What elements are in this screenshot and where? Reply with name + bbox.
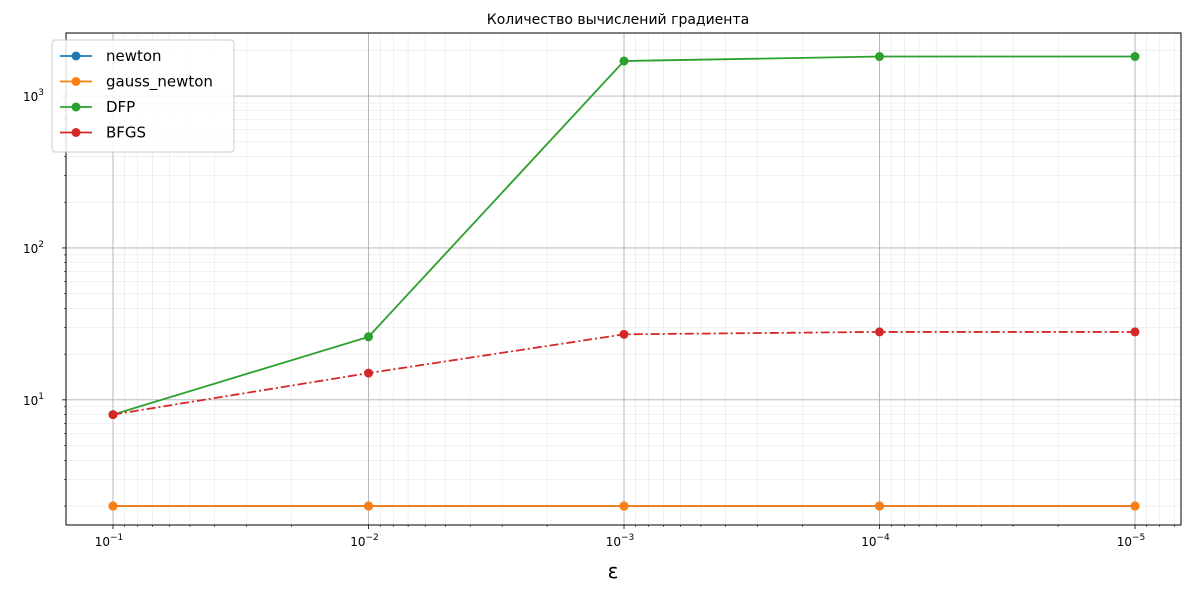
data-point (108, 410, 118, 420)
data-point (619, 329, 629, 339)
data-point (364, 368, 374, 378)
data-point (619, 501, 629, 511)
data-point (1130, 52, 1140, 62)
x-tick-label: 10−4 (861, 533, 890, 549)
data-point (108, 501, 118, 511)
x-tick-label: 10−5 (1117, 533, 1146, 549)
data-point (364, 501, 374, 511)
legend-label: gauss_newton (106, 73, 213, 92)
y-tick-label: 103 (23, 88, 44, 104)
legend-marker (71, 102, 81, 112)
x-axis-label: ε (608, 559, 619, 583)
legend-label: newton (106, 47, 162, 65)
data-point (1130, 501, 1140, 511)
legend: newton gauss_newton DFP BFGS (51, 39, 235, 153)
plot-frame (65, 32, 1182, 526)
legend-label: DFP (106, 98, 135, 116)
legend-marker (71, 128, 81, 137)
data-point (619, 56, 629, 66)
legend-marker (71, 77, 81, 86)
legend-box (51, 39, 235, 153)
data-point (1130, 327, 1140, 337)
x-tick-label: 10−3 (606, 533, 635, 549)
data-point (875, 52, 885, 62)
chart-title: Количество вычислений градиента (487, 12, 749, 28)
series-layer (108, 52, 1140, 511)
data-point (364, 332, 374, 342)
legend-label: BFGS (106, 124, 146, 142)
data-point (875, 501, 885, 511)
x-tick-label: 10−1 (95, 533, 124, 549)
axes: 10−1 10−2 10−3 10−4 10−5 101 102 103 (23, 50, 1175, 549)
x-tick-label: 10−2 (350, 533, 379, 549)
data-point (875, 327, 885, 337)
legend-marker (71, 51, 81, 61)
y-tick-label: 101 (23, 392, 44, 408)
y-tick-label: 102 (23, 240, 44, 256)
